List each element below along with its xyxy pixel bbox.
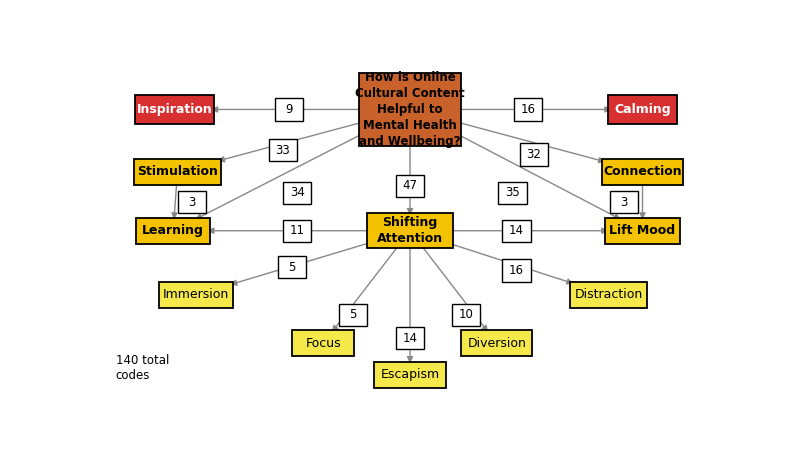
FancyBboxPatch shape — [278, 256, 306, 278]
Text: 3: 3 — [620, 196, 627, 209]
FancyBboxPatch shape — [498, 181, 526, 204]
Text: 33: 33 — [275, 144, 290, 157]
FancyBboxPatch shape — [269, 139, 297, 162]
Text: 11: 11 — [290, 224, 305, 237]
FancyBboxPatch shape — [396, 327, 424, 349]
FancyBboxPatch shape — [602, 159, 682, 185]
FancyBboxPatch shape — [178, 191, 206, 213]
FancyBboxPatch shape — [275, 99, 303, 121]
Text: 10: 10 — [458, 308, 474, 321]
Text: Inspiration: Inspiration — [137, 103, 212, 116]
FancyBboxPatch shape — [451, 304, 480, 326]
Text: 35: 35 — [505, 186, 520, 199]
FancyBboxPatch shape — [338, 304, 367, 326]
FancyBboxPatch shape — [461, 330, 533, 356]
FancyBboxPatch shape — [502, 220, 531, 242]
FancyBboxPatch shape — [610, 191, 638, 213]
FancyBboxPatch shape — [159, 282, 234, 308]
Text: Escapism: Escapism — [381, 368, 439, 381]
FancyBboxPatch shape — [134, 95, 214, 124]
FancyBboxPatch shape — [396, 175, 424, 197]
Text: Lift Mood: Lift Mood — [610, 224, 675, 237]
Text: 16: 16 — [520, 103, 535, 116]
FancyBboxPatch shape — [374, 361, 446, 387]
Text: 34: 34 — [290, 186, 305, 199]
FancyBboxPatch shape — [283, 181, 311, 204]
Text: Shifting
Attention: Shifting Attention — [377, 216, 443, 245]
FancyBboxPatch shape — [514, 99, 542, 121]
Text: Immersion: Immersion — [163, 288, 230, 302]
Text: 16: 16 — [509, 264, 524, 277]
FancyBboxPatch shape — [136, 218, 210, 244]
FancyBboxPatch shape — [502, 260, 531, 282]
Text: Focus: Focus — [306, 337, 341, 350]
Text: 3: 3 — [188, 196, 195, 209]
FancyBboxPatch shape — [366, 213, 454, 248]
Text: 5: 5 — [289, 261, 296, 274]
FancyBboxPatch shape — [520, 144, 548, 166]
Text: How is Online
Cultural Content
Helpful to
Mental Health
and Wellbeing?: How is Online Cultural Content Helpful t… — [355, 71, 465, 148]
FancyBboxPatch shape — [608, 95, 677, 124]
Text: Learning: Learning — [142, 224, 204, 237]
Text: Stimulation: Stimulation — [137, 165, 218, 178]
Text: Calming: Calming — [614, 103, 671, 116]
Text: Distraction: Distraction — [574, 288, 642, 302]
Text: Diversion: Diversion — [467, 337, 526, 350]
FancyBboxPatch shape — [570, 282, 647, 308]
Text: 5: 5 — [350, 308, 357, 321]
Text: 9: 9 — [286, 103, 293, 116]
Text: 32: 32 — [526, 148, 542, 161]
Text: 47: 47 — [402, 179, 418, 192]
FancyBboxPatch shape — [292, 330, 354, 356]
Text: 140 total
codes: 140 total codes — [115, 354, 169, 382]
Text: 14: 14 — [402, 332, 418, 345]
FancyBboxPatch shape — [359, 73, 461, 146]
FancyBboxPatch shape — [606, 218, 680, 244]
Text: 14: 14 — [509, 224, 524, 237]
FancyBboxPatch shape — [283, 220, 311, 242]
FancyBboxPatch shape — [134, 159, 221, 185]
Text: Connection: Connection — [603, 165, 682, 178]
